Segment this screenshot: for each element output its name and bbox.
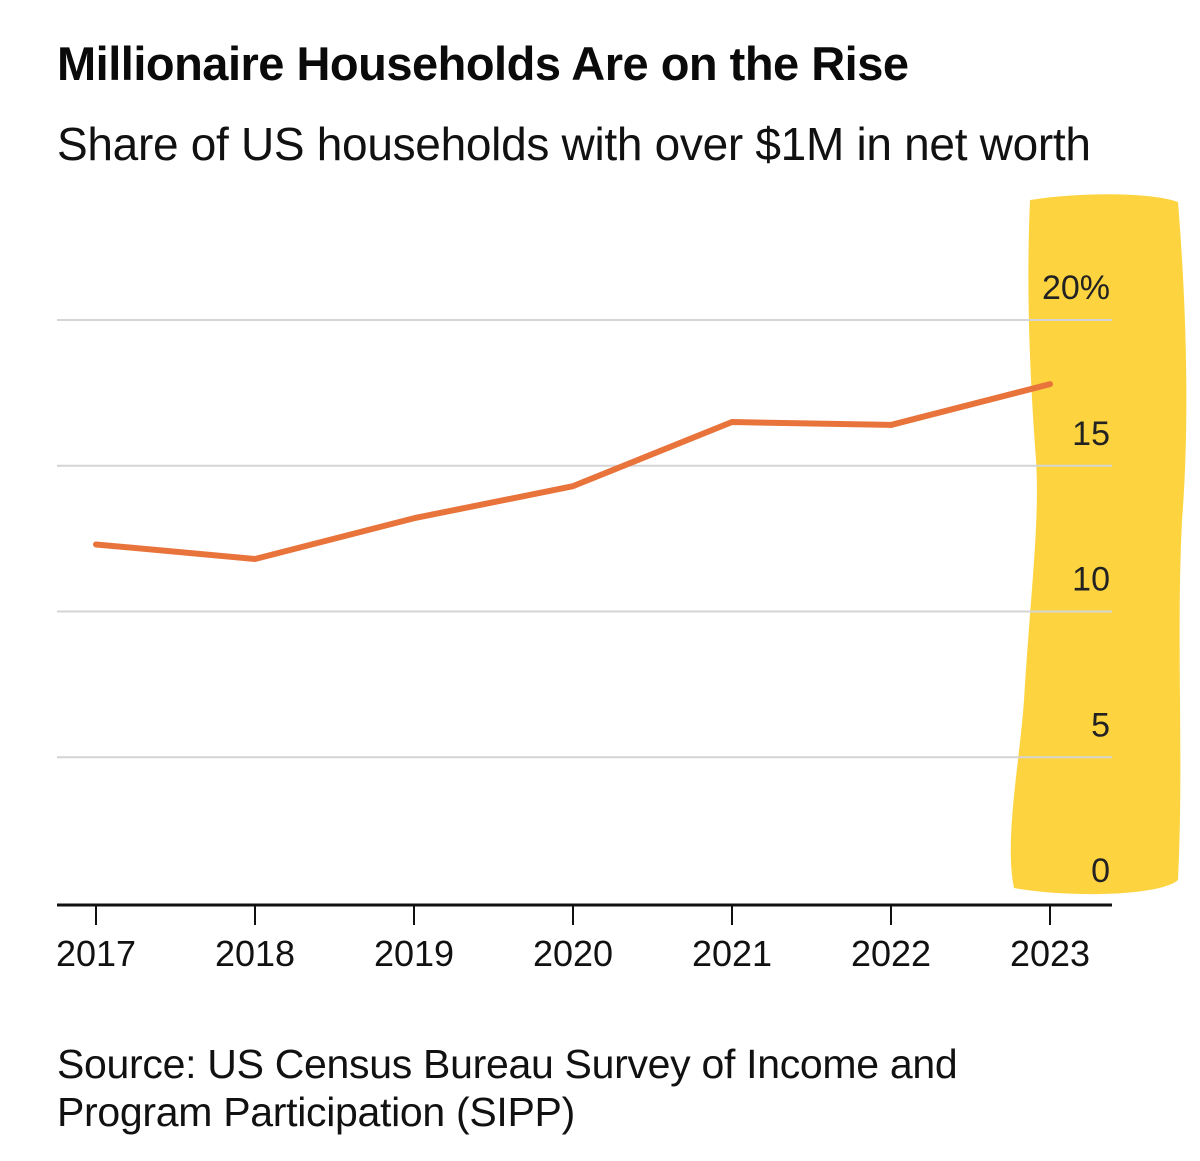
x-tick-label-2021: 2021 [692,933,772,974]
x-tick-label-2020: 2020 [533,933,613,974]
x-tick-label-2023: 2023 [1010,933,1090,974]
chart-title: Millionaire Households Are on the Rise [57,37,909,90]
y-tick-label-0: 0 [1091,852,1110,890]
series-line-0 [93,381,1053,563]
x-tick-label-2017: 2017 [56,933,136,974]
y-tick-label-10: 10 [1072,561,1110,599]
y-tick-label-5: 5 [1091,706,1110,744]
y-tick-label-15: 15 [1072,415,1110,453]
chart-subtitle: Share of US households with over $1M in … [57,118,1091,170]
x-tick-label-2018: 2018 [215,933,295,974]
y-tick-label-20: 20% [1042,269,1110,307]
x-tick-label-2022: 2022 [851,933,931,974]
x-tick-label-2019: 2019 [374,933,454,974]
chart-source: Source: US Census Bureau Survey of Incom… [57,1041,958,1135]
y-axis-highlight-marker [1010,194,1187,895]
